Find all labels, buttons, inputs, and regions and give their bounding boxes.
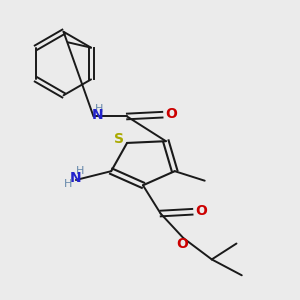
Text: O: O: [176, 236, 188, 250]
Text: H: H: [76, 166, 84, 176]
Text: H: H: [64, 178, 72, 188]
Text: N: N: [70, 171, 82, 185]
Text: S: S: [114, 132, 124, 146]
Text: O: O: [165, 107, 177, 121]
Text: N: N: [92, 108, 103, 122]
Text: O: O: [195, 204, 207, 218]
Text: H: H: [94, 104, 103, 114]
